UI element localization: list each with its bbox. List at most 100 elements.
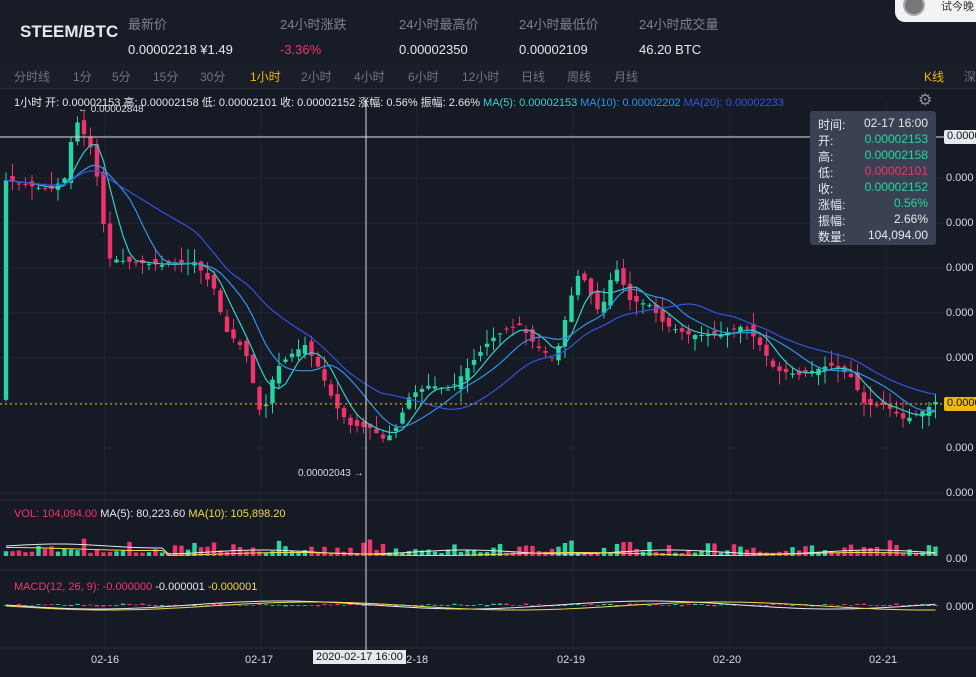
tab-30min[interactable]: 30分 [200, 70, 226, 84]
macd-bar [263, 604, 269, 606]
candle-body [894, 411, 899, 414]
tab-2hour[interactable]: 2小时 [301, 70, 332, 84]
volume-bar [315, 552, 321, 556]
macd-bar [192, 605, 197, 606]
volume-bar [42, 548, 48, 556]
volume-bar [647, 542, 652, 556]
tab-15min[interactable]: 15分 [153, 70, 179, 84]
volume-bar [309, 546, 314, 556]
tab-day[interactable]: 日线 [521, 70, 546, 84]
toast-text: 试今晚 [941, 1, 974, 13]
candle-body [413, 392, 418, 397]
macd-bar [42, 604, 48, 606]
candle-body [588, 278, 594, 295]
macd-bar [777, 604, 782, 606]
macd-bar [731, 605, 737, 606]
candle-body [835, 365, 841, 369]
candle-body [211, 275, 217, 289]
macd-bar [348, 603, 353, 605]
volume-bar [835, 552, 841, 556]
volume-bar [257, 551, 262, 556]
volume-bar [432, 551, 438, 556]
macd-bar [517, 605, 522, 606]
macd-bar [81, 605, 87, 607]
volume-bar [920, 552, 925, 556]
candle-body [153, 258, 158, 265]
tab-time-line[interactable]: 分时线 [14, 70, 51, 84]
volume-bar [400, 552, 405, 556]
volume-bar [426, 549, 431, 556]
volume-bar [3, 551, 9, 556]
candle-body [861, 392, 867, 403]
tab-4hour[interactable]: 4小时 [354, 70, 385, 84]
candle-body [595, 290, 600, 310]
macd-bar [848, 605, 854, 606]
candle-body [536, 346, 542, 348]
macd-bar [101, 605, 106, 607]
volume-bar [809, 545, 815, 556]
candle-body [419, 389, 425, 392]
macd-bar [55, 604, 61, 605]
tooltip-key: 时间: [818, 118, 846, 132]
tab-12hour[interactable]: 12小时 [462, 70, 500, 84]
volume-bar [933, 546, 938, 556]
min-price-value: 0.00002043 [298, 468, 351, 479]
candle-body [712, 330, 717, 335]
candle-body [640, 303, 646, 305]
candle-body [731, 328, 737, 330]
tab-1min[interactable]: 1分 [73, 70, 92, 84]
volume-bar [413, 549, 418, 556]
volume-bar [465, 550, 470, 556]
macd-bar [666, 605, 672, 606]
candle-body [367, 423, 373, 428]
candle-body [328, 384, 334, 396]
tab-kline[interactable]: K线 [924, 70, 945, 84]
candle-body [647, 304, 652, 307]
candle-body [198, 261, 204, 271]
tab-week[interactable]: 周线 [567, 70, 592, 84]
volume-bar [569, 540, 574, 556]
volume-bar [166, 552, 171, 556]
candle-tooltip: 时间: 02-17 16:00 开: 0.00002153 高: 0.00002158… [810, 111, 936, 245]
candle-body [887, 404, 893, 409]
volume-bar [244, 551, 249, 556]
volume-bar [751, 547, 756, 556]
tab-month[interactable]: 月线 [614, 70, 639, 84]
macd-bar [588, 603, 594, 605]
candle-body [920, 411, 925, 417]
volume-bar [107, 552, 113, 556]
volume-bar [263, 552, 269, 556]
trading-pair[interactable]: STEEM/BTC [20, 22, 119, 41]
macd-bar [107, 605, 113, 606]
macd-bar [770, 603, 776, 605]
tab-5min[interactable]: 5分 [112, 70, 131, 84]
candle-body [660, 309, 665, 322]
volume-bar [731, 544, 737, 556]
volume-bar [699, 550, 704, 556]
volume-bar [237, 547, 243, 556]
macd-bar [198, 604, 204, 606]
macd-bar [218, 603, 223, 605]
macd-bar [471, 605, 477, 606]
macd-bar [575, 604, 581, 606]
macd-bar [120, 603, 126, 605]
candle-body [205, 272, 210, 280]
notification-toast[interactable]: 试今晚 [895, 0, 976, 22]
tooltip-key: 数量: [818, 230, 846, 244]
volume-ma5: MA(5): 80,223.60 [100, 508, 186, 520]
volume-bar [855, 550, 860, 556]
volume-bar [211, 542, 217, 556]
volume-bar [439, 552, 444, 556]
candle-body [874, 404, 880, 406]
gear-icon[interactable]: ⚙ [918, 92, 933, 109]
tooltip-value: 0.56% [893, 196, 928, 210]
tab-1hour[interactable]: 1小时 [250, 70, 281, 84]
macd-bar [75, 603, 80, 605]
tab-6hour[interactable]: 6小时 [408, 70, 439, 84]
volume-bar [101, 552, 106, 556]
tab-depth[interactable]: 深 [964, 70, 976, 84]
candle-body [848, 373, 854, 377]
stat-label: 24小时最低价 [519, 17, 599, 32]
volume-bar [133, 552, 139, 556]
volume-bar [816, 552, 821, 556]
